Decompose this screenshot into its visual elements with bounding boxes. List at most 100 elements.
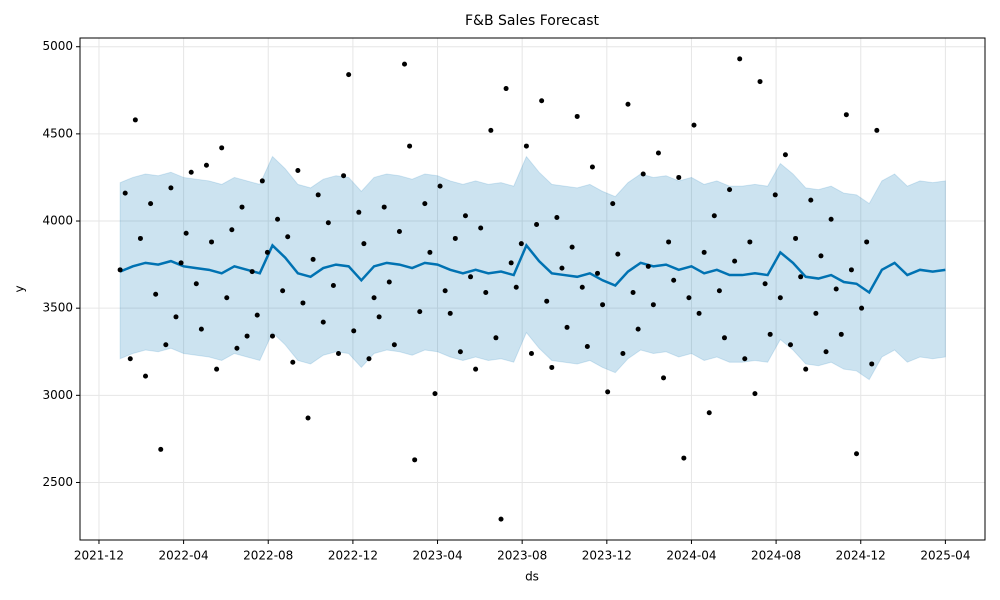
- data-point: [366, 356, 372, 362]
- x-tick-label: 2024-04: [666, 549, 716, 563]
- data-point: [559, 265, 565, 271]
- data-point: [854, 451, 860, 457]
- data-point: [579, 284, 585, 290]
- x-tick-label: 2021-12: [74, 549, 124, 563]
- data-point: [381, 204, 387, 210]
- y-tick-label: 4500: [42, 126, 73, 140]
- data-point: [462, 213, 468, 219]
- data-point: [346, 72, 352, 78]
- data-point: [325, 220, 331, 226]
- data-point: [188, 169, 194, 175]
- data-point: [158, 446, 164, 452]
- data-point: [280, 288, 286, 294]
- data-point: [711, 213, 717, 219]
- data-point: [508, 260, 514, 266]
- data-point: [843, 112, 849, 118]
- data-point: [635, 326, 641, 332]
- data-point: [437, 183, 443, 189]
- data-point: [391, 342, 397, 348]
- data-point: [356, 209, 362, 215]
- data-point: [244, 333, 250, 339]
- data-point: [595, 270, 601, 276]
- x-tick-label: 2022-12: [328, 549, 378, 563]
- y-tick-label: 2500: [42, 475, 73, 489]
- data-point: [554, 215, 560, 221]
- x-tick-label: 2022-08: [243, 549, 293, 563]
- data-point: [452, 235, 458, 241]
- data-point: [777, 295, 783, 301]
- data-point: [457, 349, 463, 355]
- data-point: [396, 228, 402, 234]
- x-tick-label: 2025-04: [920, 549, 970, 563]
- data-point: [447, 310, 453, 316]
- data-point: [320, 319, 326, 325]
- data-point: [620, 350, 626, 356]
- data-point: [661, 375, 667, 381]
- data-point: [422, 201, 428, 207]
- data-point: [681, 455, 687, 461]
- data-point: [833, 286, 839, 292]
- x-tick-label: 2023-08: [497, 549, 547, 563]
- y-tick-label: 3500: [42, 301, 73, 315]
- data-point: [615, 251, 621, 257]
- data-point: [640, 171, 646, 177]
- data-point: [229, 227, 235, 233]
- data-point: [691, 122, 697, 128]
- data-point: [650, 302, 656, 308]
- data-point: [808, 197, 814, 203]
- data-point: [828, 216, 834, 222]
- data-point: [737, 56, 743, 62]
- data-point: [493, 335, 499, 341]
- data-point: [534, 222, 540, 228]
- data-point: [813, 310, 819, 316]
- data-point: [264, 249, 270, 255]
- uncertainty-band: [119, 155, 946, 381]
- data-point: [752, 391, 758, 397]
- y-axis-label: y: [13, 285, 27, 292]
- data-point: [224, 295, 230, 301]
- data-point: [295, 167, 301, 173]
- data-point: [173, 314, 179, 320]
- data-point: [168, 185, 174, 191]
- data-point: [214, 366, 220, 372]
- data-point: [818, 253, 824, 259]
- data-point: [117, 267, 123, 273]
- data-point: [269, 333, 275, 339]
- data-point: [376, 314, 382, 320]
- data-point: [671, 277, 677, 283]
- data-point: [442, 288, 448, 294]
- data-point: [574, 113, 580, 119]
- data-point: [569, 244, 575, 250]
- data-point: [584, 344, 590, 350]
- data-point: [193, 281, 199, 287]
- data-point: [402, 61, 408, 67]
- data-point: [544, 298, 550, 304]
- data-point: [803, 366, 809, 372]
- data-point: [793, 235, 799, 241]
- data-point: [701, 249, 707, 255]
- data-point: [869, 361, 875, 367]
- data-point: [473, 366, 479, 372]
- data-point: [757, 79, 763, 85]
- data-point: [417, 309, 423, 315]
- chart-title: F&B Sales Forecast: [465, 13, 599, 29]
- data-point: [605, 389, 611, 395]
- data-point: [310, 256, 316, 262]
- data-point: [600, 302, 606, 308]
- data-point: [655, 150, 661, 156]
- data-point: [859, 305, 865, 311]
- x-tick-label: 2022-04: [159, 549, 209, 563]
- data-point: [153, 291, 159, 297]
- data-point: [254, 312, 260, 318]
- data-point: [686, 295, 692, 301]
- data-point: [407, 143, 413, 149]
- data-point: [163, 342, 169, 348]
- data-point: [518, 241, 524, 247]
- data-point: [183, 230, 189, 236]
- data-point: [762, 281, 768, 287]
- data-point: [798, 274, 804, 280]
- data-point: [178, 260, 184, 266]
- data-point: [564, 324, 570, 330]
- data-point: [513, 284, 519, 290]
